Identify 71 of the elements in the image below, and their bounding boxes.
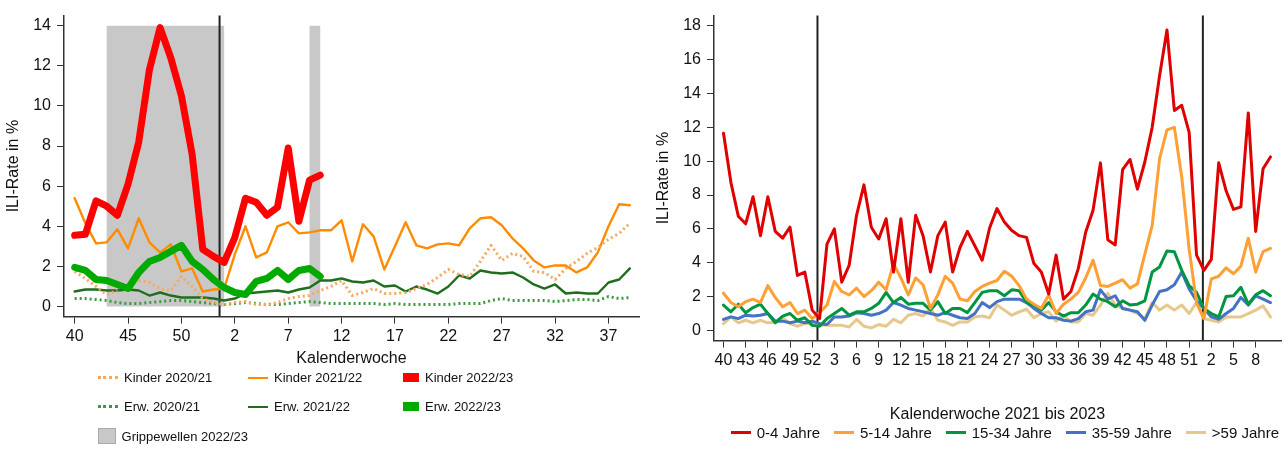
y-tick-label: 6 (42, 176, 52, 194)
y-axis-title: ILI-Rate in % (654, 131, 672, 225)
x-tick-label: 45 (119, 326, 138, 344)
line-series (73, 295, 632, 307)
x-axis-title: Kalenderwoche 2021 bis 2023 (889, 404, 1106, 422)
y-tick-label: 2 (692, 287, 702, 304)
x-tick-label: 46 (758, 350, 777, 368)
x-tick-label: 2 (1206, 350, 1216, 368)
x-tick-label: 49 (781, 350, 800, 368)
y-tick-label: 16 (683, 50, 702, 68)
legend-label: Grippewellen 2022/23 (121, 428, 248, 444)
x-tick-label: 21 (958, 350, 977, 368)
x-tick-label: 42 (1113, 350, 1132, 368)
y-tick-label: 2 (42, 256, 52, 274)
x-tick-label: 40 (65, 326, 84, 344)
x-tick-label: 32 (546, 326, 565, 344)
legend-label: Kinder 2021/22 (274, 370, 363, 385)
legend-label: Erw. 2020/21 (124, 399, 200, 414)
x-tick-label: 24 (980, 350, 999, 368)
x-tick-label: 43 (736, 350, 755, 368)
y-tick-label: 12 (33, 56, 52, 74)
x-tick-label: 39 (1091, 350, 1110, 368)
legend-label: Erw. 2021/22 (274, 399, 350, 414)
legend-label: 5-14 Jahre (860, 424, 932, 441)
y-tick-label: 14 (683, 83, 702, 101)
x-tick-label: 12 (332, 326, 351, 344)
x-tick-label: 27 (492, 326, 511, 344)
x-tick-label: 33 (1047, 350, 1066, 368)
y-tick-label: 6 (692, 219, 702, 237)
y-tick-label: 4 (692, 253, 702, 271)
x-tick-label: 15 (914, 350, 933, 368)
x-tick-label: 6 (852, 350, 862, 368)
x-tick-label: 36 (1069, 350, 1088, 368)
x-tick-label: 51 (1180, 350, 1199, 368)
x-tick-label: 48 (1158, 350, 1176, 368)
y-tick-label: 0 (42, 296, 52, 314)
y-tick-label: 10 (33, 96, 52, 114)
x-tick-label: 17 (386, 326, 404, 344)
y-axis-title: ILI-Rate in % (4, 119, 22, 213)
x-tick-label: 2 (230, 326, 240, 344)
y-tick-label: 18 (683, 16, 702, 34)
x-tick-label: 40 (714, 350, 733, 368)
x-tick-label: 12 (891, 350, 910, 368)
legend-label: Erw. 2022/23 (425, 399, 501, 414)
x-tick-label: 30 (1025, 350, 1043, 368)
y-tick-label: 0 (692, 320, 702, 338)
x-tick-label: 8 (1251, 350, 1261, 368)
legend-label: Kinder 2022/23 (425, 370, 514, 385)
legend-label: Kinder 2020/21 (124, 370, 213, 385)
x-tick-label: 5 (1229, 350, 1239, 368)
x-axis-title: Kalenderwoche (296, 348, 407, 366)
y-tick-label: 4 (42, 216, 52, 234)
legend-label: >59 Jahre (1211, 424, 1279, 441)
legend-label: 35-59 Jahre (1091, 424, 1172, 441)
x-tick-label: 50 (172, 326, 191, 344)
x-tick-label: 22 (439, 326, 458, 344)
y-tick-label: 10 (683, 151, 702, 169)
x-tick-label: 7 (283, 326, 293, 344)
legend-label: 0-4 Jahre (756, 424, 821, 441)
x-tick-label: 3 (829, 350, 839, 368)
y-tick-label: 8 (692, 185, 702, 203)
x-tick-label: 27 (1002, 350, 1021, 368)
x-tick-label: 37 (599, 326, 618, 344)
legend-label: 15-34 Jahre (971, 424, 1052, 441)
x-tick-label: 52 (803, 350, 822, 368)
y-tick-label: 14 (33, 16, 52, 34)
y-tick-label: 8 (42, 136, 52, 154)
x-tick-label: 18 (936, 350, 955, 368)
y-tick-label: 12 (683, 117, 702, 135)
x-tick-label: 9 (874, 350, 884, 368)
x-tick-label: 45 (1135, 350, 1154, 368)
